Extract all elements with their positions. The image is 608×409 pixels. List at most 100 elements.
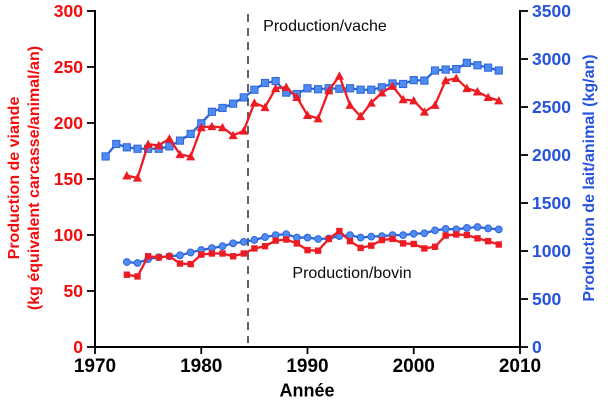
y-left-tick-label: 50: [64, 281, 84, 301]
y-axis-left-title-line1: Production de viande: [6, 96, 23, 260]
y-right-tick-label: 2500: [532, 97, 571, 117]
marker-circle: [122, 258, 131, 266]
marker-triangle: [143, 139, 153, 149]
marker-square-small: [134, 273, 141, 280]
y-right-tick-label: 2000: [532, 145, 571, 165]
marker-square: [133, 144, 142, 153]
marker-square-small: [198, 251, 205, 258]
marker-square: [473, 61, 482, 70]
marker-square-small: [336, 227, 343, 235]
marker-square-small: [453, 231, 460, 238]
y-left-tick-label: 300: [54, 1, 83, 21]
marker-square-small: [357, 244, 364, 252]
y-left-tick-label: 250: [54, 57, 83, 77]
marker-square-small: [229, 253, 237, 260]
marker-square-small: [442, 232, 449, 239]
x-tick-label: 1970: [74, 356, 116, 377]
marker-square: [335, 84, 344, 93]
y-right-tick-label: 500: [532, 289, 561, 309]
marker-circle: [186, 248, 195, 257]
marker-square: [303, 84, 312, 93]
marker-square: [409, 76, 418, 85]
marker-triangle: [387, 81, 398, 90]
marker-triangle: [196, 122, 206, 132]
marker-square: [356, 85, 365, 94]
marker-square: [122, 143, 131, 152]
marker-square: [101, 152, 110, 161]
marker-triangle: [366, 98, 376, 107]
annotation-production-bovin: Production/bovin: [292, 265, 412, 282]
marker-circle: [261, 233, 269, 241]
marker-triangle: [334, 71, 344, 80]
marker-circle: [239, 237, 248, 246]
marker-triangle: [302, 110, 313, 119]
marker-triangle: [122, 171, 132, 180]
marker-circle: [356, 233, 365, 242]
marker-triangle: [249, 98, 259, 107]
marker-square-small: [346, 237, 354, 245]
marker-square: [165, 142, 174, 151]
marker-triangle: [409, 96, 419, 105]
marker-circle: [441, 225, 450, 233]
marker-triangle: [207, 121, 217, 131]
marker-square-small: [389, 235, 396, 243]
marker-circle: [292, 233, 301, 242]
marker-triangle: [132, 173, 143, 182]
marker-triangle: [217, 122, 228, 132]
marker-square: [430, 66, 440, 75]
marker-triangle: [186, 152, 196, 161]
marker-square: [207, 107, 216, 116]
marker-circle: [250, 236, 259, 244]
marker-circle: [229, 239, 238, 248]
marker-square-small: [283, 236, 290, 243]
marker-square-small: [293, 240, 301, 247]
y-axis-left-title-line2: (kg équivalent carcasse/animal/an): [26, 45, 43, 311]
y-left-tick-label: 200: [54, 113, 83, 133]
marker-circle: [484, 224, 493, 233]
marker-circle: [431, 226, 439, 235]
marker-square: [314, 85, 323, 94]
marker-square-small: [251, 245, 258, 252]
marker-square-small: [187, 260, 194, 268]
x-tick-label: 1980: [180, 356, 222, 377]
y-right-tick-label: 0: [532, 337, 542, 357]
marker-square: [484, 63, 493, 72]
marker-circle: [133, 259, 142, 267]
marker-square-small: [484, 237, 492, 245]
marker-square-small: [325, 235, 332, 243]
marker-square-small: [123, 271, 131, 278]
marker-square-small: [410, 240, 417, 248]
marker-square: [494, 66, 503, 75]
marker-square-small: [272, 237, 279, 244]
marker-square-small: [495, 241, 502, 248]
y-left-tick-label: 0: [73, 337, 83, 357]
marker-square: [218, 103, 227, 113]
marker-triangle: [430, 100, 440, 109]
marker-square: [420, 76, 429, 85]
marker-triangle: [324, 85, 334, 95]
y-right-tick-label: 3500: [532, 1, 571, 21]
marker-triangle: [462, 83, 472, 93]
marker-triangle: [292, 92, 302, 102]
marker-triangle: [398, 94, 408, 104]
x-tick-label: 2010: [499, 356, 541, 377]
marker-square: [175, 136, 185, 145]
marker-square-small: [176, 260, 184, 267]
marker-square-small: [240, 250, 247, 257]
marker-triangle: [419, 107, 429, 116]
marker-circle: [462, 224, 471, 232]
annotation-production-vache: Production/vache: [263, 18, 387, 35]
y-right-tick-label: 3000: [532, 49, 571, 69]
marker-square: [441, 65, 450, 74]
y-axis-left-title: Production de viande (kg équivalent carc…: [5, 46, 45, 310]
marker-square-small: [219, 250, 226, 257]
marker-square-small: [166, 253, 173, 260]
marker-square-small: [208, 250, 216, 257]
marker-square-small: [463, 231, 471, 239]
marker-square-small: [261, 243, 269, 250]
marker-triangle: [175, 149, 185, 159]
marker-square-small: [421, 245, 428, 252]
marker-circle: [494, 225, 503, 234]
x-tick-label: 2000: [393, 356, 435, 377]
